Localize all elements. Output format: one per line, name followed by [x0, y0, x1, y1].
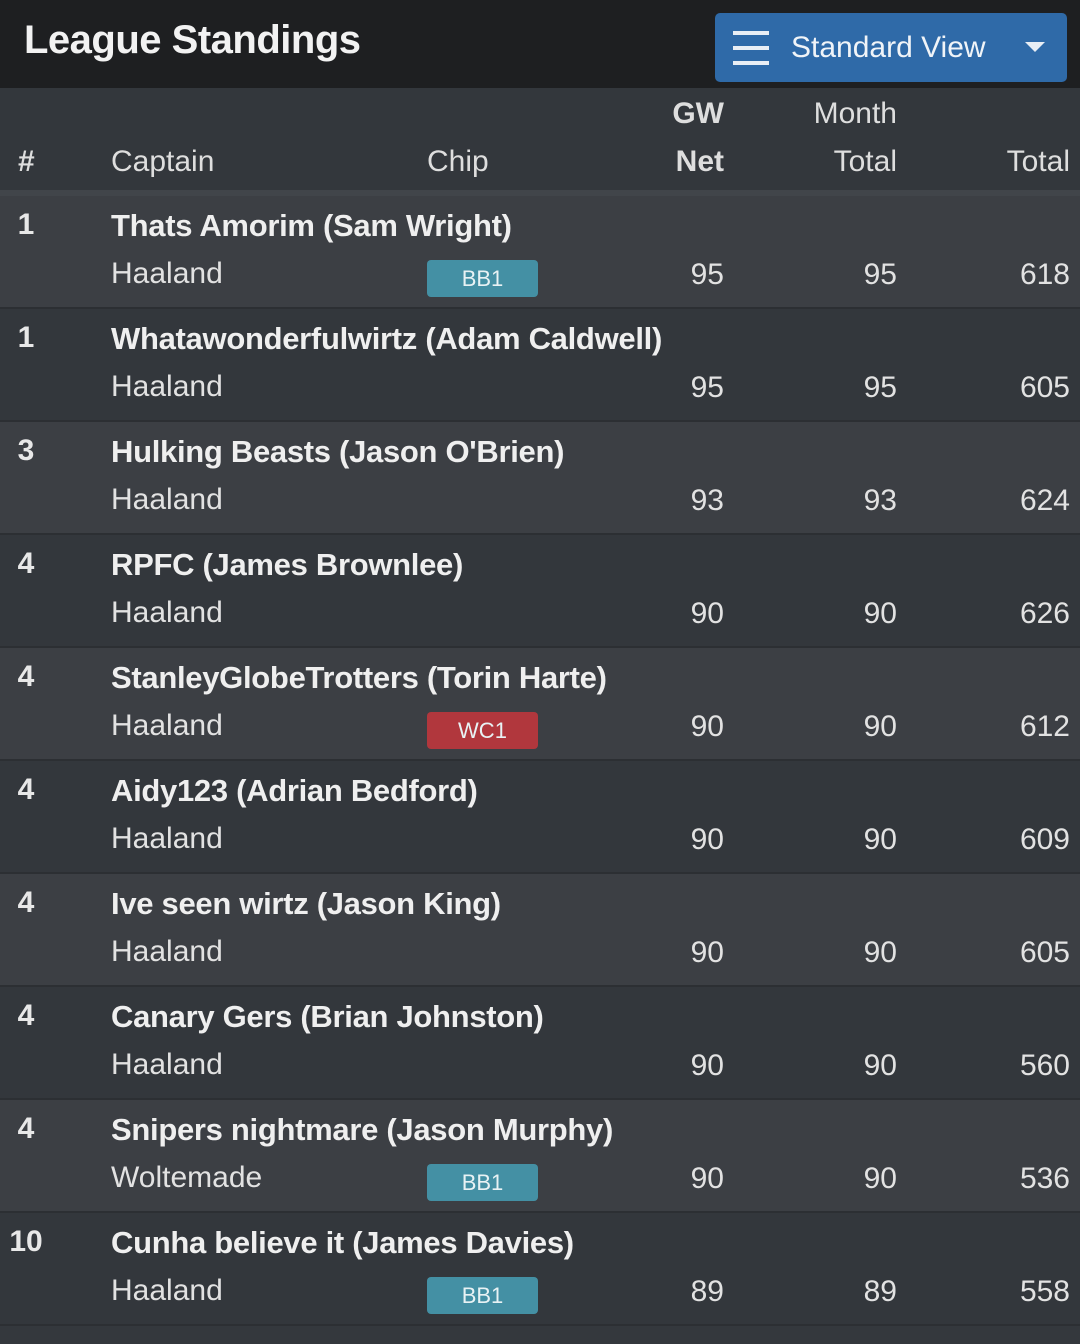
chip-badge: BB1 [427, 1164, 538, 1201]
month-total: 90 [863, 936, 897, 969]
table-row[interactable]: 4 StanleyGlobeTrotters (Torin Harte) Haa… [0, 648, 1080, 761]
gw-net: 93 [690, 484, 724, 517]
total: 536 [1019, 1162, 1070, 1195]
captain: Haaland [111, 370, 223, 403]
team-name[interactable]: Ive seen wirtz (Jason King) [111, 886, 501, 921]
team-name[interactable]: Whatawonderfulwirtz (Adam Caldwell) [111, 321, 662, 356]
total: 605 [1019, 371, 1070, 404]
table-row[interactable]: 4 Ive seen wirtz (Jason King) Haaland 90 … [0, 874, 1080, 987]
captain: Haaland [111, 1274, 223, 1307]
rank: 1 [17, 321, 35, 354]
team-name[interactable]: RPFC (James Brownlee) [111, 547, 464, 582]
team-name[interactable]: StanleyGlobeTrotters (Torin Harte) [111, 660, 607, 695]
captain: Haaland [111, 483, 223, 516]
column-chip[interactable]: Chip [427, 145, 489, 178]
team-name[interactable]: Snipers nightmare (Jason Murphy) [111, 1112, 613, 1147]
total: 560 [1019, 1049, 1070, 1082]
month-total: 90 [863, 1049, 897, 1082]
gw-net: 90 [690, 710, 724, 743]
rank: 4 [17, 547, 35, 580]
total: 605 [1019, 936, 1070, 969]
rank: 10 [9, 1225, 43, 1258]
page-title: League Standings [24, 18, 361, 62]
caret-down-icon [1025, 42, 1045, 52]
view-selector-button[interactable]: Standard View [715, 13, 1067, 82]
chip-badge: BB1 [427, 260, 538, 297]
gw-net: 89 [690, 1275, 724, 1308]
total: 609 [1019, 823, 1070, 856]
total: 624 [1019, 484, 1070, 517]
table-row[interactable]: 3 Hulking Beasts (Jason O'Brien) Haaland… [0, 422, 1080, 535]
month-total: 93 [863, 484, 897, 517]
table-row[interactable]: 1 Thats Amorim (Sam Wright) Haaland BB1 95… [0, 196, 1080, 309]
standings-table-body: 1 Thats Amorim (Sam Wright) Haaland BB1 95… [0, 196, 1080, 1326]
captain: Woltemade [111, 1161, 263, 1194]
captain: Haaland [111, 709, 223, 742]
total: 618 [1019, 258, 1070, 291]
month-total: 90 [863, 823, 897, 856]
top-bar: League Standings Standard View [0, 0, 1080, 88]
gw-net: 95 [690, 258, 724, 291]
rank: 4 [17, 886, 35, 919]
hamburger-menu-icon [733, 30, 769, 65]
gw-net: 90 [690, 597, 724, 630]
rank: 4 [17, 999, 35, 1032]
gw-net: 95 [690, 371, 724, 404]
chip-badge: BB1 [427, 1277, 538, 1314]
column-gw-line1[interactable]: GW [672, 97, 724, 130]
team-name[interactable]: Thats Amorim (Sam Wright) [111, 208, 512, 243]
gw-net: 90 [690, 1049, 724, 1082]
rank: 1 [17, 208, 35, 241]
chip-badge: WC1 [427, 712, 538, 749]
gw-net: 90 [690, 823, 724, 856]
table-header: # Captain Chip GW Net Month Total Total [0, 88, 1080, 196]
column-total[interactable]: Total [1006, 145, 1070, 178]
total: 612 [1019, 710, 1070, 743]
team-name[interactable]: Hulking Beasts (Jason O'Brien) [111, 434, 565, 469]
table-row[interactable]: 4 Canary Gers (Brian Johnston) Haaland 90… [0, 987, 1080, 1100]
gw-net: 90 [690, 1162, 724, 1195]
team-name[interactable]: Cunha believe it (James Davies) [111, 1225, 574, 1260]
rank: 4 [17, 773, 35, 806]
view-selector-label: Standard View [791, 30, 986, 64]
table-row[interactable]: 4 Aidy123 (Adrian Bedford) Haaland 90 90 … [0, 761, 1080, 874]
month-total: 90 [863, 597, 897, 630]
team-name[interactable]: Aidy123 (Adrian Bedford) [111, 773, 478, 808]
column-month-line2[interactable]: Total [833, 145, 897, 178]
column-rank[interactable]: # [18, 145, 35, 178]
month-total: 89 [863, 1275, 897, 1308]
gw-net: 90 [690, 936, 724, 969]
table-row[interactable]: 4 Snipers nightmare (Jason Murphy) Wolte… [0, 1100, 1080, 1213]
rank: 4 [17, 1112, 35, 1145]
column-gw-line2[interactable]: Net [675, 145, 724, 178]
column-month-line1[interactable]: Month [813, 97, 897, 130]
captain: Haaland [111, 822, 223, 855]
total: 626 [1019, 597, 1070, 630]
team-name[interactable]: Canary Gers (Brian Johnston) [111, 999, 544, 1034]
captain: Haaland [111, 596, 223, 629]
rank: 3 [17, 434, 35, 467]
month-total: 95 [863, 258, 897, 291]
column-captain[interactable]: Captain [111, 145, 215, 178]
month-total: 90 [863, 1162, 897, 1195]
table-row[interactable]: 1 Whatawonderfulwirtz (Adam Caldwell) Ha… [0, 309, 1080, 422]
captain: Haaland [111, 257, 223, 290]
rank: 4 [17, 660, 35, 693]
table-row[interactable]: 4 RPFC (James Brownlee) Haaland 90 90 626 [0, 535, 1080, 648]
month-total: 90 [863, 710, 897, 743]
month-total: 95 [863, 371, 897, 404]
table-row[interactable]: 10 Cunha believe it (James Davies) Haala… [0, 1213, 1080, 1326]
total: 558 [1019, 1275, 1070, 1308]
captain: Haaland [111, 935, 223, 968]
captain: Haaland [111, 1048, 223, 1081]
